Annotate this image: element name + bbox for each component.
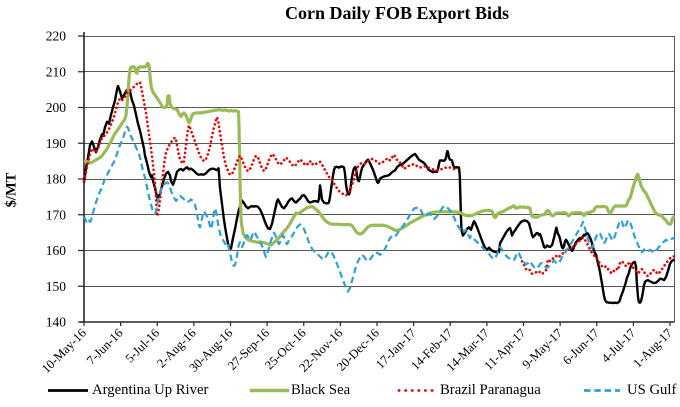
- svg-text:$/MT: $/MT: [4, 172, 20, 207]
- svg-text:170: 170: [46, 207, 67, 222]
- svg-text:Corn Daily FOB Export Bids: Corn Daily FOB Export Bids: [285, 3, 509, 23]
- svg-text:150: 150: [46, 279, 67, 294]
- svg-text:Brazil Paranagua: Brazil Paranagua: [440, 382, 541, 398]
- svg-text:210: 210: [46, 64, 67, 79]
- svg-text:180: 180: [46, 172, 67, 187]
- svg-text:140: 140: [46, 315, 67, 330]
- svg-text:190: 190: [46, 136, 67, 151]
- svg-text:Argentina Up River: Argentina Up River: [92, 382, 208, 398]
- svg-text:US Gulf: US Gulf: [627, 382, 676, 398]
- svg-text:220: 220: [46, 29, 67, 44]
- svg-text:200: 200: [46, 100, 67, 115]
- svg-text:Black Sea: Black Sea: [291, 382, 351, 398]
- svg-text:160: 160: [46, 243, 67, 258]
